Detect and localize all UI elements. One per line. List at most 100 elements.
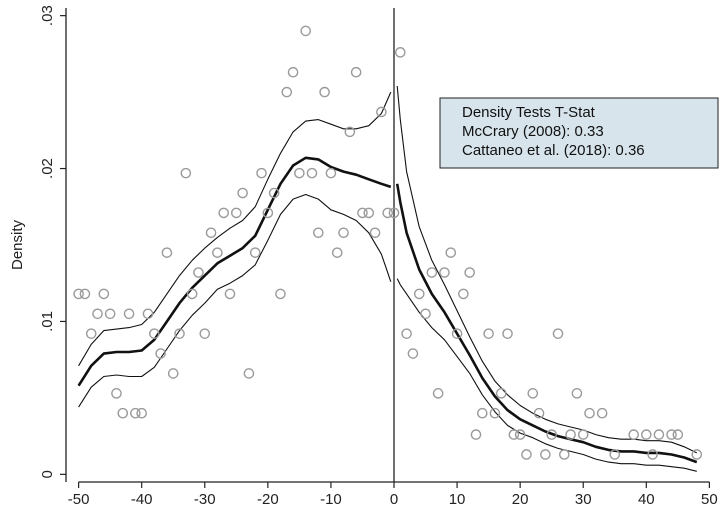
y-tick-label: 0 [39, 470, 56, 478]
data-point [653, 429, 665, 440]
x-tick-label: 0 [390, 491, 398, 508]
data-point [149, 328, 160, 339]
data-point [483, 328, 494, 339]
estimate-line-left [77, 156, 392, 387]
data-point [300, 25, 311, 37]
data-point [691, 449, 703, 460]
data-point [533, 407, 545, 419]
data-point [521, 449, 532, 460]
data-point [439, 267, 450, 278]
data-point [426, 267, 438, 278]
data-point [489, 407, 501, 419]
data-point [609, 449, 621, 460]
data-point [413, 288, 425, 300]
data-point [281, 86, 293, 98]
legend-cattaneo-stat: Cattaneo et al. (2018): 0.36 [462, 142, 645, 159]
data-point [193, 267, 204, 278]
data-point [577, 429, 589, 440]
x-tick-label: 40 [638, 491, 655, 508]
data-point [401, 328, 412, 339]
x-ticks: -50 -40 -30 -20 -10 0 10 20 30 40 50 [68, 482, 718, 508]
data-point [596, 407, 608, 419]
data-point [218, 207, 229, 219]
data-point [231, 207, 242, 219]
data-point [92, 308, 103, 320]
data-point [395, 47, 406, 58]
data-point [212, 247, 223, 258]
data-point [647, 449, 658, 460]
data-point [382, 207, 393, 219]
data-point [294, 167, 305, 179]
data-point [527, 388, 539, 399]
data-point [432, 388, 444, 399]
data-point [325, 167, 337, 179]
data-point [161, 247, 173, 258]
data-point [546, 429, 557, 440]
data-point [540, 449, 551, 460]
data-point [502, 328, 513, 339]
ci-upper-line-left [78, 91, 392, 367]
data-point [224, 288, 236, 300]
axes [65, 8, 710, 483]
data-point [73, 288, 84, 300]
data-point [98, 288, 110, 300]
x-tick-label: 10 [449, 491, 466, 508]
ci-lower-line-left [78, 193, 392, 408]
data-point [641, 429, 652, 440]
data-point [420, 308, 431, 320]
legend-background [439, 97, 719, 169]
data-point [186, 288, 198, 300]
data-point [666, 429, 677, 440]
data-point [249, 247, 261, 258]
data-point [514, 429, 526, 440]
data-point [363, 207, 375, 219]
data-point [464, 267, 475, 278]
data-point [237, 187, 248, 199]
data-point [262, 207, 274, 219]
data-point [180, 167, 192, 179]
data-point [451, 328, 463, 339]
data-point [174, 328, 185, 339]
legend-title: Density Tests T-Stat [462, 104, 596, 121]
histogram-points [73, 25, 703, 460]
data-point [470, 429, 482, 440]
data-point [407, 348, 419, 359]
data-point [205, 227, 217, 239]
data-point [319, 86, 330, 98]
x-tick-label: -20 [257, 491, 279, 508]
data-point [167, 368, 179, 379]
y-axis-title: Density [9, 219, 26, 270]
data-point [445, 247, 457, 258]
data-point [508, 429, 520, 440]
y-ticks: 0 .01 .02 .03 [39, 5, 66, 479]
x-tick-label: -10 [320, 491, 342, 508]
x-tick-label: 50 [701, 491, 718, 508]
confidence-band [78, 85, 698, 472]
data-point [628, 429, 639, 440]
data-point [123, 308, 135, 320]
data-point [571, 388, 583, 399]
y-tick-label: .02 [39, 158, 56, 179]
data-point [268, 187, 280, 199]
plot-area [73, 8, 703, 482]
data-point [552, 328, 564, 339]
data-point [306, 167, 318, 179]
data-point [287, 66, 299, 78]
data-point [357, 207, 368, 219]
data-point [388, 207, 400, 219]
x-tick-label: 30 [575, 491, 592, 508]
data-point [104, 308, 116, 320]
data-point [344, 126, 356, 138]
data-point [256, 167, 267, 179]
data-point [369, 227, 381, 239]
legend-box: Density Tests T-Stat McCrary (2008): 0.3… [439, 97, 719, 169]
ci-lower-line-right [396, 278, 697, 472]
data-point [672, 429, 684, 440]
data-point [111, 388, 122, 399]
data-point [477, 407, 488, 419]
data-point [331, 247, 343, 258]
data-point [495, 388, 507, 399]
data-point [136, 407, 147, 419]
y-tick-label: .03 [39, 5, 56, 26]
data-point [376, 106, 387, 118]
